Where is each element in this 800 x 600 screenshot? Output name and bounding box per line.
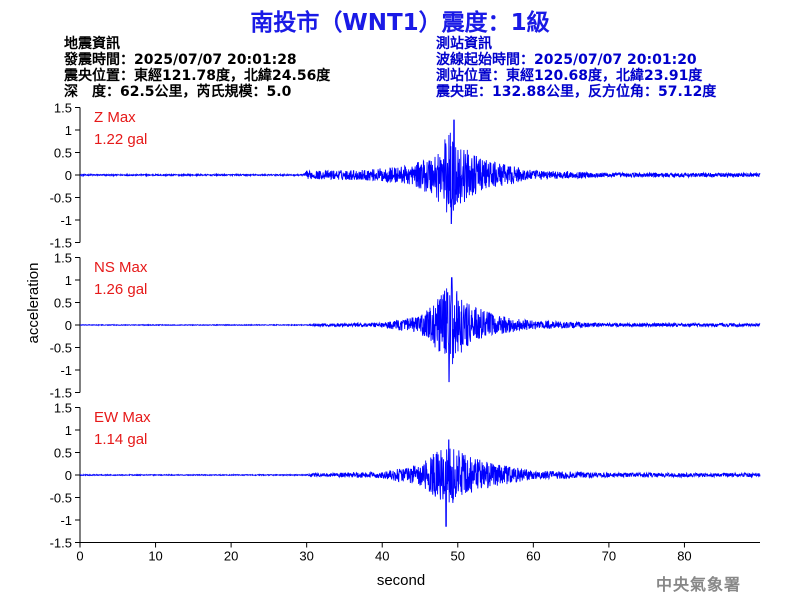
y-tick-label: -1 (60, 513, 72, 528)
quake-info-heading: 地震資訊 (64, 36, 120, 52)
y-tick-label: -1.5 (50, 536, 72, 551)
wave-start-time: 波線起始時間：2025/07/07 20:01:20 (436, 52, 697, 68)
origin-time: 發震時間：2025/07/07 20:01:28 (64, 52, 297, 68)
agency-logo-text: 中央氣象署 (656, 575, 742, 594)
x-tick-label: 80 (677, 549, 691, 564)
y-tick-label: 0 (65, 318, 72, 333)
y-tick-label: -1.5 (50, 386, 72, 401)
x-tick-label: 10 (148, 549, 162, 564)
y-tick-label: 0.5 (54, 146, 72, 161)
max-label-z: Z Max (94, 109, 136, 126)
station-location: 測站位置：東經120.68度，北緯23.91度 (436, 68, 703, 84)
y-tick-label: -1 (60, 363, 72, 378)
depth-magnitude: 深 度：62.5公里，芮氏規模：5.0 (64, 84, 292, 100)
y-tick-label: 0.5 (54, 296, 72, 311)
panel-ew: 1.5 1 0.5 0 -0.5 -1 -1.5 EW Max 1.14 gal (50, 401, 761, 551)
max-label-ew: EW Max (94, 409, 151, 426)
x-tick-label: 30 (299, 549, 313, 564)
quake-info-panel: 地震資訊 發震時間：2025/07/07 20:01:28 震央位置：東經121… (64, 36, 330, 100)
epicenter-location: 震央位置：東經121.78度，北緯24.56度 (64, 68, 331, 84)
x-tick-label: 0 (76, 549, 83, 564)
y-tick-label: 1 (65, 423, 72, 438)
y-tick-label: 0 (65, 168, 72, 183)
y-tick-label: 0 (65, 468, 72, 483)
y-tick-label: 1.5 (54, 401, 72, 416)
page-title: 南投市（WNT1）震度：1級 (250, 10, 550, 36)
y-tick-label: 0.5 (54, 446, 72, 461)
x-tick-label: 40 (375, 549, 389, 564)
waveform-ew (79, 439, 761, 527)
max-label-ns: NS Max (94, 259, 148, 276)
y-tick-label: -0.5 (50, 491, 72, 506)
distance-azimuth: 震央距：132.88公里，反方位角：57.12度 (436, 84, 717, 100)
y-tick-label: -1 (60, 213, 72, 228)
y-tick-label: -1.5 (50, 236, 72, 251)
x-tick-label: 60 (526, 549, 540, 564)
station-info-heading: 測站資訊 (436, 36, 492, 52)
y-tick-label: -0.5 (50, 191, 72, 206)
max-value-ns: 1.26 gal (94, 281, 147, 298)
y-tick-label: 1 (65, 273, 72, 288)
y-tick-label: -0.5 (50, 341, 72, 356)
panel-ns: 1.5 1 0.5 0 -0.5 -1 -1.5 NS Max 1.26 gal (50, 251, 761, 401)
panel-z: 1.5 1 0.5 0 -0.5 -1 -1.5 Z Max 1.22 gal (50, 101, 761, 251)
x-tick-label: 70 (602, 549, 616, 564)
y-axis-label: acceleration (25, 263, 42, 344)
y-tick-label: 1.5 (54, 251, 72, 266)
x-tick-label: 20 (224, 549, 238, 564)
x-tick-label: 50 (451, 549, 465, 564)
max-value-ew: 1.14 gal (94, 431, 147, 448)
y-tick-label: 1 (65, 123, 72, 138)
max-value-z: 1.22 gal (94, 131, 147, 148)
waveform-ns (79, 277, 761, 383)
waveform-z (79, 119, 761, 225)
station-info-panel: 測站資訊 波線起始時間：2025/07/07 20:01:20 測站位置：東經1… (436, 36, 716, 100)
x-axis-label: second (377, 572, 425, 589)
y-tick-label: 1.5 (54, 101, 72, 116)
